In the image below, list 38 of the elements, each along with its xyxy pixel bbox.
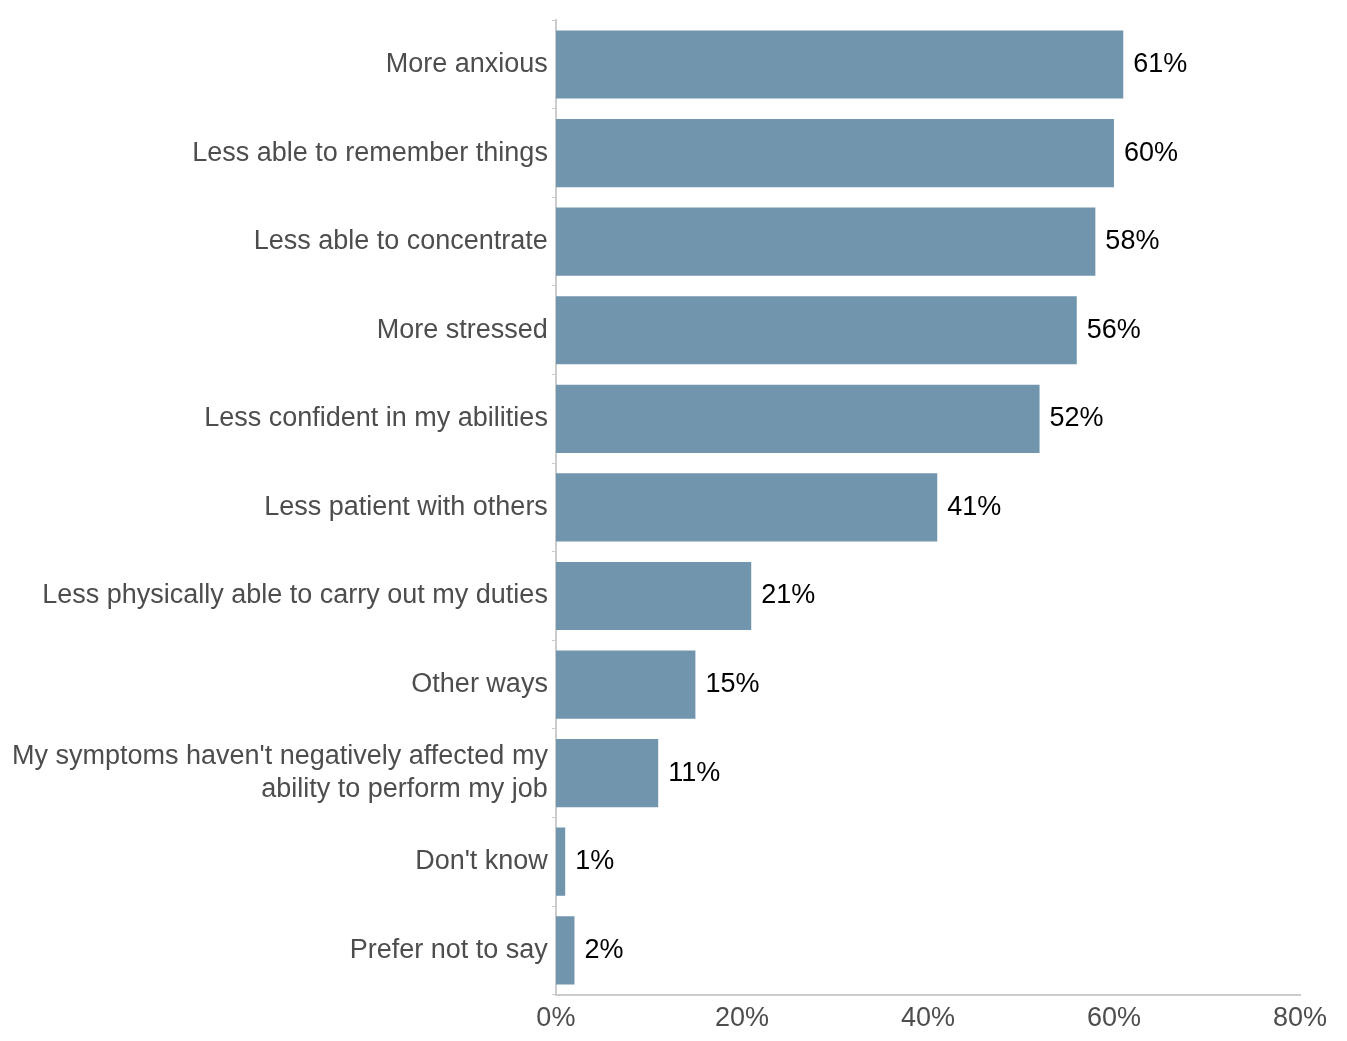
bar	[555, 739, 659, 808]
data-label: 61%	[1133, 47, 1188, 78]
data-label: 1%	[575, 845, 615, 876]
x-tick-label: 0%	[536, 1002, 576, 1033]
y-tick-label: Prefer not to say	[349, 933, 549, 964]
data-label: 21%	[761, 579, 816, 610]
bar	[555, 384, 1040, 453]
bar	[555, 30, 1124, 99]
y-tick-label: My symptoms haven't negatively affected my ability to perform my job	[12, 740, 549, 803]
y-tick-label: Less physically able to carry out my duties	[42, 579, 548, 610]
x-tick-label: 40%	[900, 1002, 955, 1033]
bar	[555, 916, 575, 985]
data-label: 11%	[668, 756, 721, 787]
bar	[555, 650, 696, 719]
y-tick-label: More stressed	[376, 313, 548, 344]
y-tick-label: More anxious	[385, 47, 548, 78]
bar	[555, 827, 566, 896]
y-tick-label: Less able to concentrate	[253, 225, 548, 256]
bar	[555, 118, 1114, 188]
bar	[555, 473, 938, 542]
data-label: 52%	[1049, 402, 1104, 433]
data-label: 15%	[705, 668, 760, 699]
x-tick-label: 20%	[714, 1002, 769, 1033]
y-tick-label: Less able to remember things	[192, 136, 548, 167]
data-label: 58%	[1105, 225, 1160, 256]
y-tick-label: Less confident in my abilities	[204, 402, 548, 433]
data-label: 2%	[584, 933, 624, 964]
data-label: 56%	[1086, 313, 1141, 344]
data-label: 41%	[947, 490, 1002, 521]
x-tick-label: 60%	[1086, 1002, 1141, 1033]
bar	[555, 207, 1096, 276]
bar	[555, 296, 1077, 365]
bar	[555, 561, 752, 631]
data-label: 60%	[1123, 136, 1179, 167]
y-tick-label: Other ways	[411, 668, 548, 699]
x-tick-label: 80%	[1272, 1002, 1328, 1033]
y-tick-label: Don't know	[415, 845, 549, 876]
y-tick-label: Less patient with others	[264, 490, 548, 521]
